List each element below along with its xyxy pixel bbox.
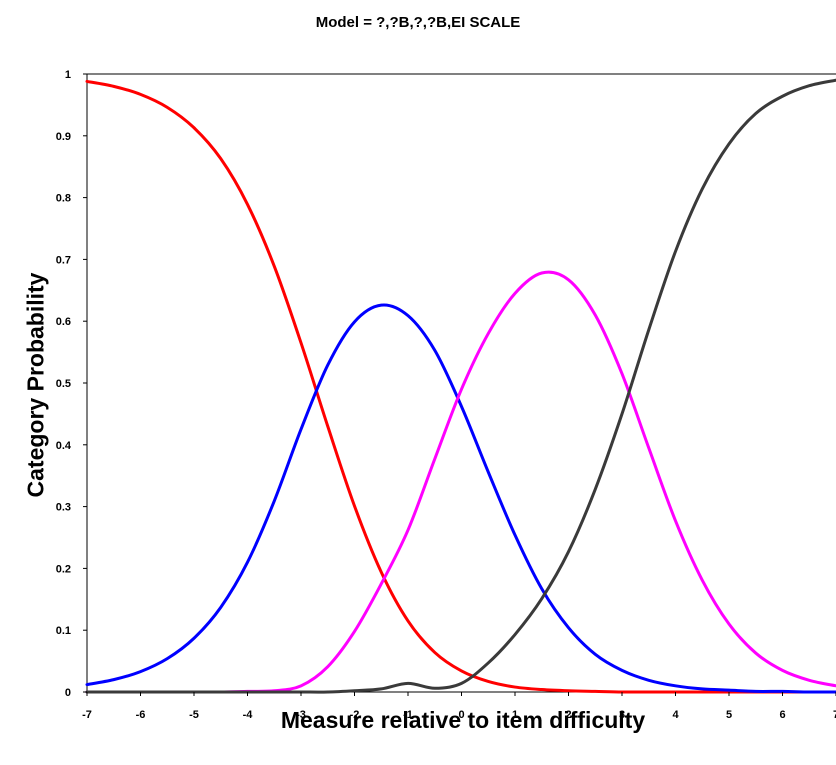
x-tick-label: -2: [350, 709, 360, 721]
x-tick-label: -5: [189, 709, 199, 721]
y-tick-label: 0: [65, 687, 71, 699]
x-tick-label: 3: [619, 709, 625, 721]
x-tick-label: 7: [833, 709, 836, 721]
x-axis-label: Measure relative to item difficulty: [280, 707, 646, 733]
axes: [86, 73, 836, 693]
chart-title: Model = ?,?B,?,?B,EI SCALE: [315, 14, 521, 31]
series-line-4: [85, 78, 836, 694]
series-line-2: [85, 303, 836, 694]
y-tick-label: 1: [65, 69, 71, 81]
y-tick-label: 0.2: [56, 563, 71, 575]
y-tick-label: 0.8: [56, 193, 71, 205]
series-line-3: [85, 270, 836, 694]
x-tick-label: -3: [296, 709, 306, 721]
y-tick-label: 0.3: [56, 502, 71, 514]
y-tick-label: 0.5: [56, 378, 71, 390]
y-tick-label: 0.6: [56, 316, 71, 328]
x-tick-label: 2: [565, 709, 571, 721]
x-tick-label: -6: [136, 709, 146, 721]
y-tick-label: 0.9: [56, 131, 71, 143]
y-tick-label: 0.4: [56, 440, 72, 452]
x-tick-label: 5: [726, 709, 732, 721]
y-tick-label: 0.1: [56, 625, 71, 637]
x-tick-label: 1: [512, 709, 518, 721]
x-tick-label: -7: [82, 709, 92, 721]
series-layer: [85, 78, 836, 694]
x-tick-label: -4: [243, 709, 254, 721]
x-tick-label: 6: [779, 709, 785, 721]
series-line-1: [85, 79, 836, 694]
y-tick-label: 0.7: [56, 254, 71, 266]
x-tick-label: 4: [672, 709, 679, 721]
x-tick-label: 0: [458, 709, 464, 721]
ticks: 0 0.1 0.2 0.3 0.4 0.5 0.6 0.7 0.8 0.9 1 -7 -6 -5 -4 -3 -…: [56, 69, 836, 721]
x-tick-label: -1: [403, 709, 413, 721]
